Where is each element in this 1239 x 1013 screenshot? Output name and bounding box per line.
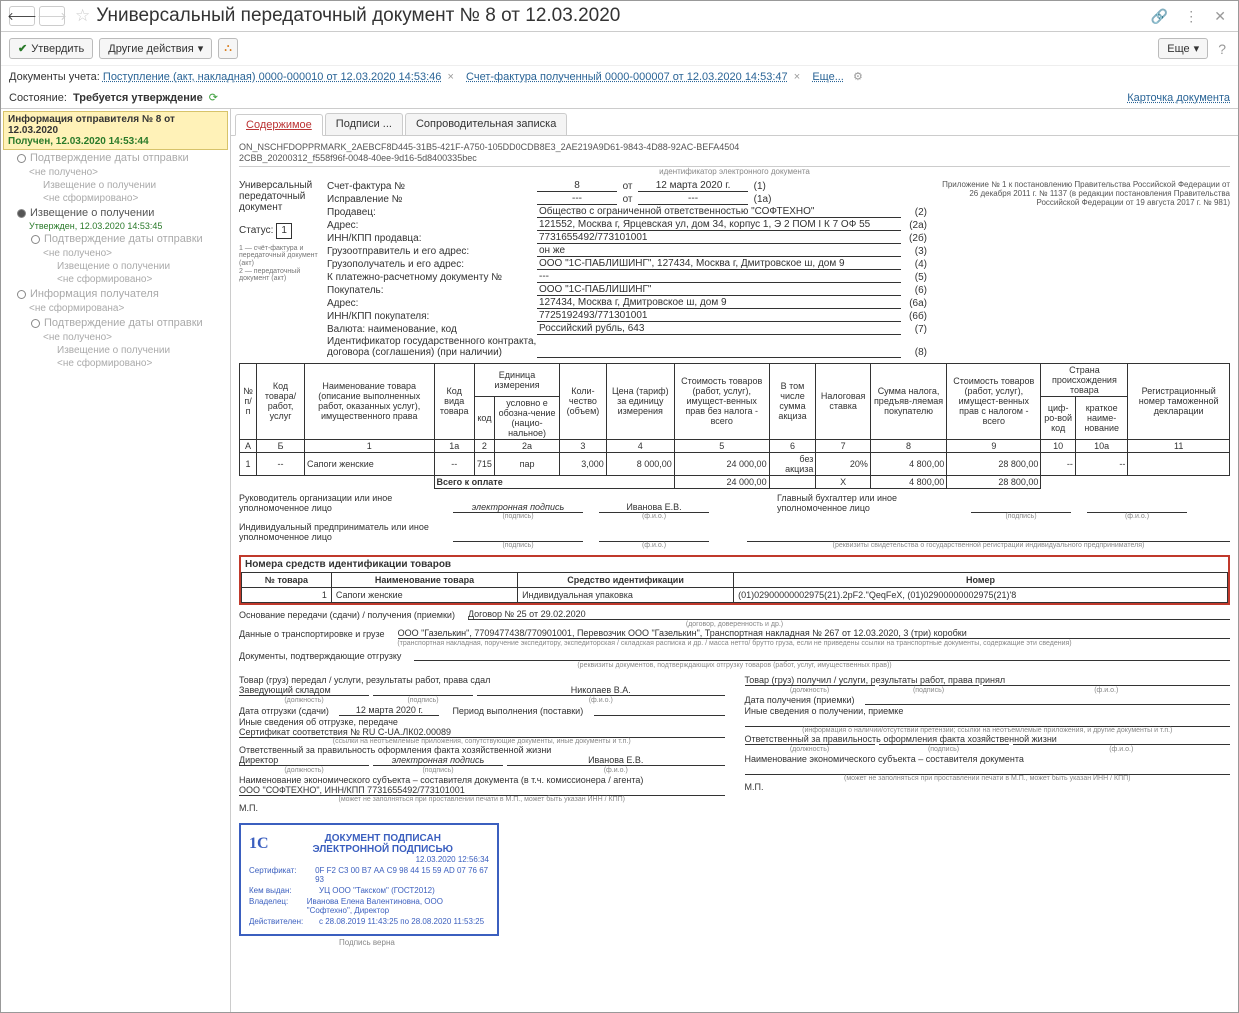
doc-card-link[interactable]: Карточка документа	[1127, 92, 1230, 104]
tab-signatures[interactable]: Подписи ...	[325, 113, 403, 135]
status-box: 1	[276, 223, 292, 239]
help-icon[interactable]: ?	[1214, 39, 1230, 59]
link-icon[interactable]: 🔗	[1147, 6, 1172, 27]
tree-sub: <не получено>	[3, 247, 228, 260]
app-window: 🡐 🡒 ☆ Универсальный передаточный докумен…	[0, 0, 1239, 1013]
tabs: Содержимое Подписи ... Сопроводительная …	[231, 109, 1238, 136]
tree-sub: <не сформирована>	[3, 302, 228, 315]
tree-sub: <не сформировано>	[3, 273, 228, 286]
remove-link-2[interactable]: ×	[794, 71, 800, 83]
content: Содержимое Подписи ... Сопроводительная …	[231, 109, 1238, 1012]
sidebar-active-item[interactable]: Информация отправителя № 8 от 12.03.2020…	[3, 111, 228, 150]
doc-id-caption: идентификатор электронного документа	[239, 166, 1230, 176]
other-actions-button[interactable]: Другие действия ▾	[99, 38, 212, 59]
doc-header: Универсальный передаточный документ Стат…	[239, 180, 1230, 359]
tree-confirmed: Утвержден, 12.03.2020 14:53:45	[3, 221, 228, 231]
tree-sub: <не получено>	[3, 331, 228, 344]
linkbar-label: Документы учета:	[9, 71, 100, 83]
appendix-text: Приложение № 1 к постановлению Правитель…	[935, 180, 1230, 359]
doc-type-name: Универсальный передаточный документ	[239, 180, 319, 213]
right-col: Товар (груз) получил / услуги, результат…	[745, 675, 1231, 813]
tree-item[interactable]: Подтверждение даты отправки	[3, 231, 228, 247]
titlebar: 🡐 🡒 ☆ Универсальный передаточный докумен…	[1, 1, 1238, 32]
sidebar: Информация отправителя № 8 от 12.03.2020…	[1, 109, 231, 1012]
doc-id: ON_NSCHFDOPPRMARK_2AEBCF8D445-31B5-421F-…	[239, 142, 1230, 165]
doc-link-1[interactable]: Поступление (акт, накладная) 0000-000010…	[103, 71, 441, 83]
tree-sub: <не сформировано>	[3, 357, 228, 370]
gear-icon[interactable]: ⚙	[853, 71, 863, 83]
left-col: Товар (груз) передал / услуги, результат…	[239, 675, 725, 813]
linkbar: Документы учета: Поступление (акт, накла…	[1, 66, 1238, 87]
chevron-down-icon: ▾	[1194, 42, 1200, 55]
tree-item[interactable]: Информация получателя	[3, 286, 228, 302]
state-value: Требуется утверждение	[73, 92, 203, 104]
stamp-below: Подпись верна	[339, 938, 1230, 947]
tree-item[interactable]: Извещение о получении	[3, 205, 228, 221]
doc-link-2[interactable]: Счет-фактура полученный 0000-000007 от 1…	[466, 71, 788, 83]
tree-sub: Извещение о получении	[3, 344, 228, 357]
favorite-icon[interactable]: ☆	[75, 6, 90, 26]
tab-contents[interactable]: Содержимое	[235, 114, 323, 136]
doc-link-more[interactable]: Еще...	[812, 71, 844, 83]
tree-sub: Извещение о получении	[3, 179, 228, 192]
more-button[interactable]: Еще ▾	[1158, 38, 1208, 59]
remove-link-1[interactable]: ×	[447, 71, 453, 83]
close-icon[interactable]: ✕	[1210, 6, 1230, 27]
sign-block: Руководитель организации или иное уполно…	[239, 493, 1230, 549]
signature-stamp: 1C ДОКУМЕНТ ПОДПИСАН ЭЛЕКТРОННОЙ ПОДПИСЬ…	[239, 823, 499, 936]
items-table: № п/пКод товара/ работ, услугНаименовани…	[239, 363, 1230, 489]
tab-note[interactable]: Сопроводительная записка	[405, 113, 567, 135]
tree-sub: <не сформировано>	[3, 192, 228, 205]
tree-item[interactable]: Подтверждение даты отправки	[3, 315, 228, 331]
tree-item[interactable]: Подтверждение даты отправки	[3, 150, 228, 166]
statebar: Состояние: Требуется утверждение ⟳ Карто…	[1, 87, 1238, 108]
nav-forward-button[interactable]: 🡒	[39, 6, 65, 26]
hierarchy-icon-button[interactable]: ⛬	[218, 38, 238, 59]
doc-area: ON_NSCHFDOPPRMARK_2AEBCF8D445-31B5-421F-…	[231, 136, 1238, 1012]
nav-back-button[interactable]: 🡐	[9, 6, 35, 26]
page-title: Универсальный передаточный документ № 8 …	[96, 5, 620, 27]
refresh-icon[interactable]: ⟳	[209, 91, 218, 104]
lower-section: Основание передачи (сдачи) / получения (…	[239, 609, 1230, 947]
tree-sub: Извещение о получении	[3, 260, 228, 273]
approve-button[interactable]: ✔Утвердить	[9, 38, 93, 59]
chevron-down-icon: ▾	[198, 42, 204, 55]
tree-sub: <не получено>	[3, 166, 228, 179]
identification-block: Номера средств идентификации товаров № т…	[239, 555, 1230, 605]
state-label: Состояние:	[9, 92, 67, 104]
toolbar: ✔Утвердить Другие действия ▾ ⛬ Еще ▾ ?	[1, 32, 1238, 66]
kebab-menu-icon[interactable]: ⋮	[1180, 6, 1202, 27]
status-legend: 1 — счёт-фактура и передаточный документ…	[239, 245, 319, 283]
main: Информация отправителя № 8 от 12.03.2020…	[1, 108, 1238, 1012]
